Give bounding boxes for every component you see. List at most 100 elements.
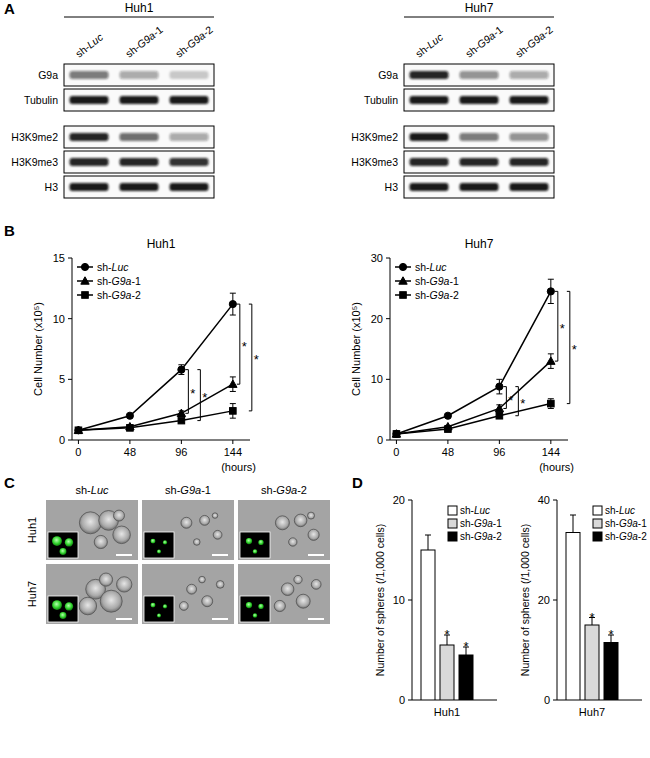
marker xyxy=(229,380,237,387)
sphere xyxy=(179,602,188,611)
marker xyxy=(444,412,451,419)
marker xyxy=(75,427,82,434)
figure: ABCDHuh1sh-Lucsh-G9a-1sh-G9a-2G9aTubulin… xyxy=(0,0,650,758)
y-tick-label: 10 xyxy=(371,373,383,385)
y-tick-label: 20 xyxy=(538,594,550,606)
fluorescence-inset xyxy=(144,596,174,622)
row-label: H3K9me3 xyxy=(11,156,58,168)
band xyxy=(460,183,499,191)
line-chart: Huh105101504896144(hours)Cell Number (x1… xyxy=(32,237,259,473)
y-tick-label: 0 xyxy=(399,694,405,706)
fluorescence-inset xyxy=(144,532,174,558)
marker xyxy=(399,263,406,270)
x-tick xyxy=(78,440,79,444)
text-part: -2 xyxy=(493,531,502,542)
row-label: G9a xyxy=(38,69,58,81)
sphere xyxy=(200,515,210,525)
sphere xyxy=(202,596,213,607)
significance-mark: * xyxy=(202,390,207,405)
y-axis xyxy=(390,258,391,440)
significance-bracket xyxy=(503,387,506,409)
y-tick-label: 20 xyxy=(371,313,383,325)
title-rule xyxy=(404,17,554,18)
marker xyxy=(230,408,237,415)
fluorescence-inset xyxy=(48,532,78,558)
legend: sh-Lucsh-G9a-1sh-G9a-2 xyxy=(77,261,141,301)
error-bar xyxy=(548,279,554,303)
band xyxy=(510,133,549,141)
significance-bracket xyxy=(555,291,558,361)
significance-mark: * xyxy=(508,393,513,408)
marker xyxy=(548,400,555,407)
band xyxy=(460,96,499,104)
blot-frame xyxy=(404,151,554,173)
y-axis-label: Cell Number (x10⁵) xyxy=(350,302,362,396)
text-part: G9a xyxy=(619,518,638,529)
legend-label: sh-G9a-2 xyxy=(97,289,141,301)
sphere xyxy=(275,516,289,530)
row-label: Tubulin xyxy=(24,94,58,106)
sphere xyxy=(308,512,315,519)
row-label: H3K9me3 xyxy=(351,156,398,168)
y-tick xyxy=(68,379,72,380)
blot-panel: Huh1sh-Lucsh-G9a-1sh-G9a-2G9aTubulinH3K9… xyxy=(11,1,215,198)
x-tick-label: 0 xyxy=(75,446,81,458)
sphere xyxy=(213,530,222,539)
series-line xyxy=(78,384,232,430)
band xyxy=(120,183,159,191)
significance-bracket xyxy=(567,291,570,403)
text-part: G9a xyxy=(430,275,450,287)
y-tick xyxy=(553,600,557,601)
series-line xyxy=(396,361,550,434)
fluorescent-sphere xyxy=(258,604,263,609)
band xyxy=(510,96,549,104)
sphere xyxy=(113,526,131,544)
x-axis xyxy=(390,440,568,441)
text-part: -2 xyxy=(449,289,458,301)
sphere xyxy=(194,539,201,546)
blot-frame xyxy=(64,176,214,198)
legend-label: sh-Luc xyxy=(97,261,129,273)
band xyxy=(410,71,449,79)
band xyxy=(510,71,549,79)
legend-swatch xyxy=(593,532,602,541)
fluorescence-inset xyxy=(240,532,270,558)
legend-label: sh-Luc xyxy=(460,505,490,516)
band xyxy=(170,133,209,141)
blot-frame xyxy=(404,89,554,111)
blot-title: Huh7 xyxy=(465,1,494,15)
text-part: Luc xyxy=(91,484,109,496)
lane-label: sh-G9a-2 xyxy=(173,23,215,60)
sphere xyxy=(94,535,107,548)
text-part: sh- xyxy=(605,505,619,516)
title-rule xyxy=(64,17,214,18)
x-tick xyxy=(550,440,551,444)
fluorescence-inset xyxy=(48,596,78,622)
bar xyxy=(566,533,580,701)
y-tick xyxy=(386,440,390,441)
y-tick-label: 10 xyxy=(393,594,405,606)
text-part: G9a xyxy=(430,289,450,301)
marker xyxy=(393,431,400,438)
band xyxy=(70,183,109,191)
text-part: G9a xyxy=(112,275,132,287)
text-part: Luc xyxy=(112,261,130,273)
text-part: -2 xyxy=(540,23,555,38)
band xyxy=(460,133,499,141)
micrograph xyxy=(238,564,330,624)
plot-data xyxy=(74,293,237,434)
fluorescent-sphere xyxy=(246,538,252,544)
fluorescence-inset xyxy=(240,596,270,622)
scale-bar xyxy=(308,554,324,556)
fluorescent-sphere xyxy=(157,550,161,554)
panel-label: A xyxy=(4,0,15,17)
sphere xyxy=(294,514,307,527)
micrograph xyxy=(46,500,138,560)
text-part: -2 xyxy=(297,484,307,496)
y-tick-label: 0 xyxy=(377,434,383,446)
marker xyxy=(126,412,133,419)
fluorescent-sphere xyxy=(52,600,62,610)
sphere xyxy=(216,581,224,589)
band xyxy=(170,96,209,104)
micrograph xyxy=(142,564,234,624)
